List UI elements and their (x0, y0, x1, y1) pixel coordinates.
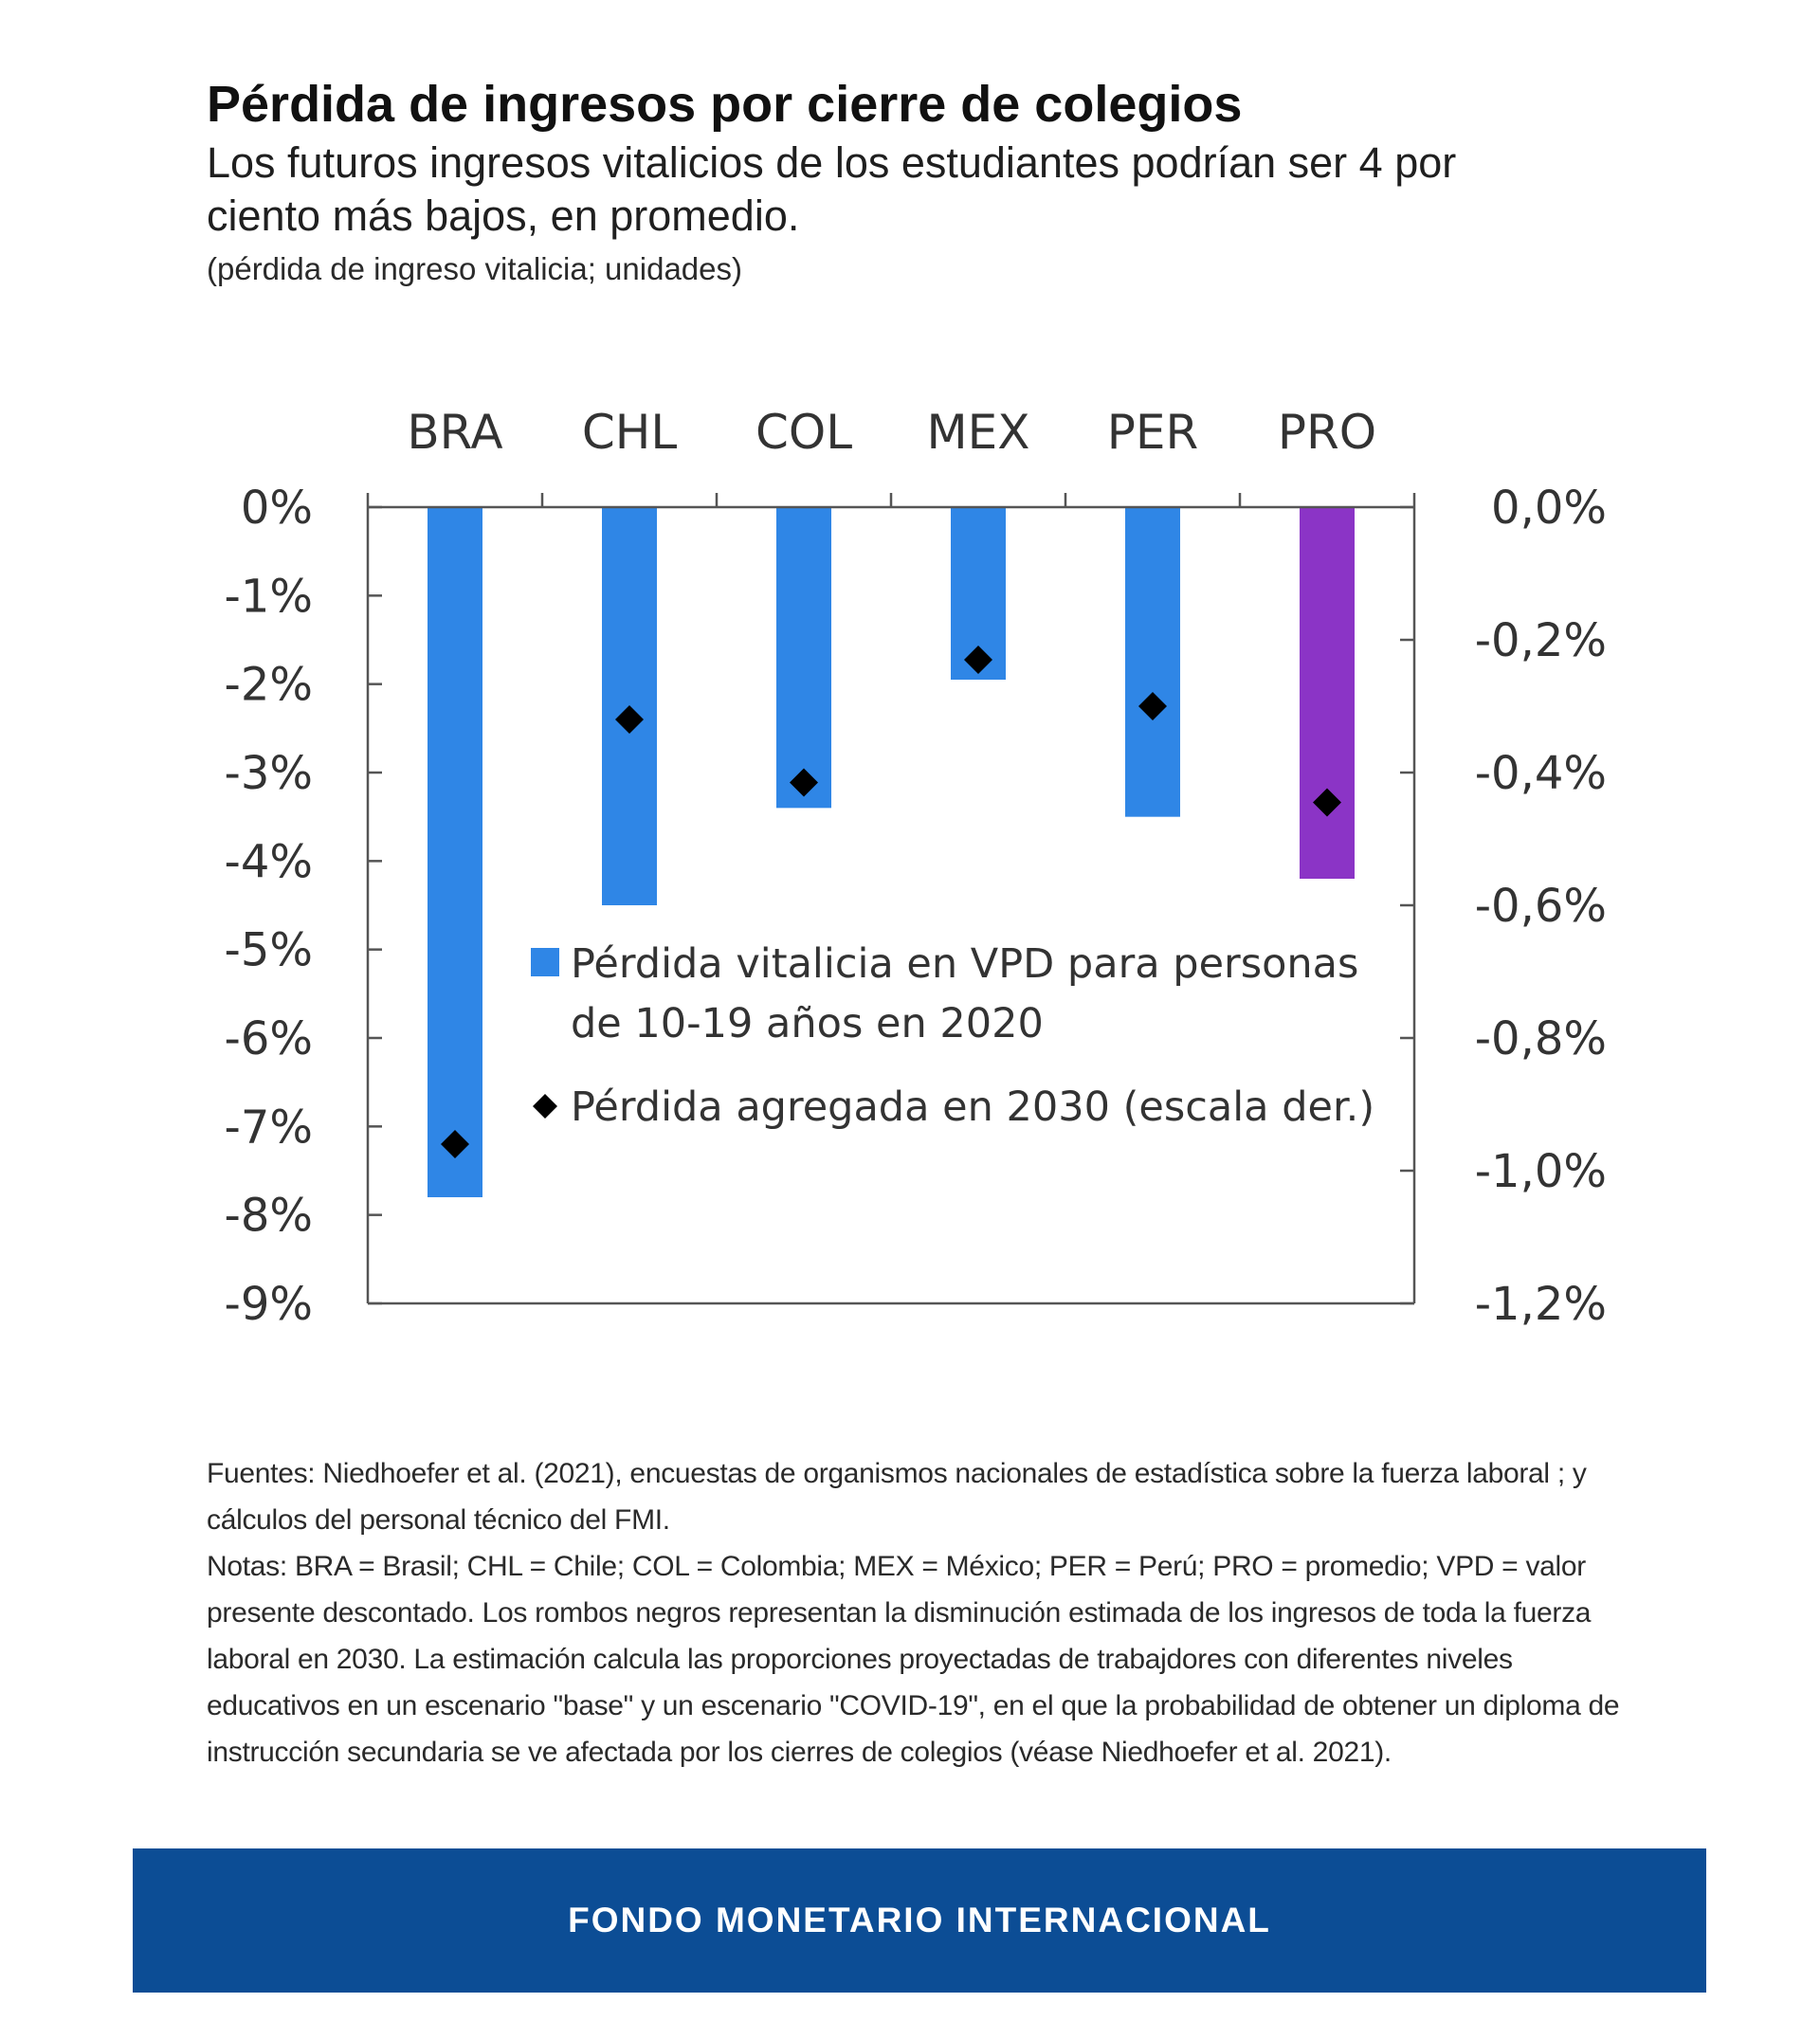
left-tick-label: -8% (225, 1190, 313, 1243)
footer-text: FONDO MONETARIO INTERNACIONAL (568, 1901, 1271, 1939)
category-label-mex: MEX (927, 405, 1030, 460)
left-tick-label: -6% (225, 1012, 313, 1065)
bar-pro (1300, 507, 1355, 879)
category-label-chl: CHL (582, 405, 678, 460)
right-tick-label: -0,8% (1475, 1012, 1607, 1065)
legend-bar-swatch (531, 948, 559, 976)
right-tick-label: 0,0% (1491, 482, 1607, 535)
footer-banner: FONDO MONETARIO INTERNACIONAL (133, 1848, 1706, 1993)
marker-chl (615, 705, 644, 734)
chart-units: (pérdida de ingreso vitalicia; unidades) (207, 251, 742, 286)
marker-mex (964, 646, 992, 674)
left-tick-label: -3% (225, 747, 313, 800)
left-tick-label: -9% (225, 1278, 313, 1331)
marker-pro (1313, 788, 1341, 817)
left-tick-label: -7% (225, 1101, 313, 1154)
bar-per (1125, 507, 1180, 817)
left-tick-label: -2% (225, 659, 313, 712)
chart-header: Pérdida de ingresos por cierre de colegi… (207, 74, 1629, 290)
legend-bar-label-line: Pérdida vitalicia en VPD para personas (571, 940, 1358, 988)
right-tick-label: -0,4% (1475, 747, 1607, 800)
bar-chart: BRA CHL COL MEX PER PRO 0% -1% -2% -3% -4% -5% -6% -7… (225, 405, 1607, 1331)
chart-legend: Pérdida vitalicia en VPD para personas de… (531, 940, 1374, 1131)
category-label-bra: BRA (407, 405, 502, 460)
legend-marker-label: Pérdida agregada en 2030 (escala der.) (571, 1083, 1374, 1131)
chart-notes: Fuentes: Niedhoefer et al. (2021), encue… (207, 1450, 1629, 1775)
axis-ticks: BRA CHL COL MEX PER PRO 0% -1% -2% -3% -4% -5% -6% -7… (225, 405, 1607, 1331)
category-label-col: COL (755, 405, 852, 460)
legend-bar-label-line: de 10-19 años en 2020 (571, 1000, 1044, 1047)
left-tick-label: -5% (225, 924, 313, 977)
bar-series (428, 507, 1355, 1197)
right-tick-label: -0,2% (1475, 614, 1607, 667)
left-tick-label: 0% (241, 482, 313, 535)
bar-bra (428, 507, 482, 1197)
left-tick-label: -4% (225, 835, 313, 888)
marker-col (790, 768, 818, 797)
bar-col (776, 507, 831, 809)
notes-note: Notas: BRA = Brasil; CHL = Chile; COL = … (207, 1551, 1620, 1768)
category-label-pro: PRO (1278, 405, 1376, 460)
left-tick-label: -1% (225, 570, 313, 623)
right-tick-label: -0,6% (1475, 880, 1607, 933)
category-label-per: PER (1107, 405, 1198, 460)
marker-bra (441, 1130, 469, 1158)
right-tick-label: -1,2% (1475, 1278, 1607, 1331)
legend-marker-swatch (533, 1094, 557, 1119)
marker-per (1138, 692, 1167, 720)
chart-title: Pérdida de ingresos por cierre de colegi… (207, 76, 1243, 133)
sources-note: Fuentes: Niedhoefer et al. (2021), encue… (207, 1458, 1587, 1536)
marker-series (441, 646, 1341, 1158)
plot-frame (366, 505, 1416, 1305)
chart-subtitle: Los futuros ingresos vitalicios de los e… (207, 138, 1457, 240)
right-tick-label: -1,0% (1475, 1145, 1607, 1198)
